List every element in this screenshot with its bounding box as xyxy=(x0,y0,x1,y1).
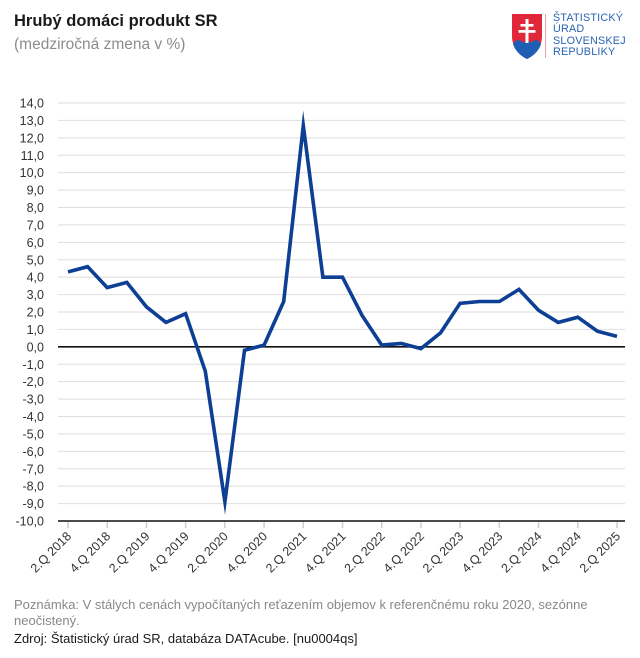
y-tick-label: 13,0 xyxy=(20,114,44,128)
shield-blue-hills xyxy=(513,40,541,59)
y-tick-label: -7,0 xyxy=(22,462,44,476)
x-tick-label: 2.Q 2019 xyxy=(106,529,152,575)
chart-subtitle: (medziročná zmena v %) xyxy=(14,36,186,53)
logo-line: SLOVENSKEJ xyxy=(553,34,626,47)
y-tick-label: 8,0 xyxy=(27,201,44,215)
footnote: Poznámka: V stálych cenách vypočítaných … xyxy=(14,597,588,628)
y-tick-label: -10,0 xyxy=(16,515,45,529)
y-tick-label: 4,0 xyxy=(27,271,44,285)
y-tick-label: -3,0 xyxy=(22,393,44,407)
chart-title: Hrubý domáci produkt SR xyxy=(14,12,218,30)
line-chart: 14,0 13,0 12,0 11,0 10,0 9,0 8,0 7,0 6,0 5,0 4,0 3,… xyxy=(16,97,625,575)
y-tick-label: -6,0 xyxy=(22,445,44,459)
x-tick-label: 4.Q 2018 xyxy=(67,529,113,575)
x-tick-label: 4.Q 2022 xyxy=(381,529,427,575)
y-tick-label: 2,0 xyxy=(27,306,44,320)
x-tick-label: 2.Q 2024 xyxy=(498,529,544,575)
logo-text: ŠTATISTICKÝ ÚRAD SLOVENSKEJ REPUBLIKY xyxy=(553,12,626,58)
y-tick-label: 12,0 xyxy=(20,131,44,145)
y-tick-label: 1,0 xyxy=(27,323,44,337)
x-tick-label: 2.Q 2020 xyxy=(185,529,231,575)
y-tick-label: 11,0 xyxy=(21,149,44,163)
y-tick-label: 6,0 xyxy=(27,236,44,250)
slovak-coat-of-arms-icon xyxy=(512,14,542,59)
y-tick-label: -1,0 xyxy=(22,358,44,372)
logo-line: ÚRAD xyxy=(553,23,585,36)
y-tick-label: -2,0 xyxy=(22,375,44,389)
x-tick-label: 4.Q 2024 xyxy=(538,529,584,575)
x-tick-label: 4.Q 2023 xyxy=(459,529,505,575)
logo-separator xyxy=(545,14,546,58)
x-tick-label: 4.Q 2019 xyxy=(145,529,191,575)
x-tick-label: 2.Q 2018 xyxy=(28,529,74,575)
x-tick-label: 2.Q 2022 xyxy=(342,529,388,575)
gridlines xyxy=(58,102,625,522)
y-tick-label: -5,0 xyxy=(22,427,44,441)
y-tick-label: -9,0 xyxy=(22,497,44,511)
logo-line: REPUBLIKY xyxy=(553,45,616,58)
y-tick-label: 9,0 xyxy=(27,184,44,198)
series-layer xyxy=(67,110,618,515)
y-tick-label: -8,0 xyxy=(22,480,44,494)
y-tick-label: 3,0 xyxy=(27,288,44,302)
y-tick-label: 14,0 xyxy=(20,97,44,111)
x-tick-label: 2.Q 2025 xyxy=(577,529,623,575)
double-cross-icon xyxy=(518,19,536,43)
y-tick-label: 0,0 xyxy=(27,340,44,354)
y-axis-ticks: 14,0 13,0 12,0 11,0 10,0 9,0 8,0 7,0 6,0 5,0 4,0 3,… xyxy=(16,97,45,529)
series-line xyxy=(67,110,618,515)
x-tick-label: 4.Q 2021 xyxy=(302,529,348,575)
logo-line: ŠTATISTICKÝ xyxy=(553,12,624,24)
y-tick-label: 5,0 xyxy=(27,253,44,267)
source-text: Zdroj: Štatistický úrad SR, databáza DAT… xyxy=(14,631,358,646)
x-tick-label: 4.Q 2020 xyxy=(224,529,270,575)
y-tick-label: 10,0 xyxy=(20,166,44,180)
y-tick-label: -4,0 xyxy=(22,410,44,424)
y-tick-label: 7,0 xyxy=(27,218,44,232)
x-tick-label: 2.Q 2021 xyxy=(263,529,309,575)
x-tick-label: 2.Q 2023 xyxy=(420,529,466,575)
